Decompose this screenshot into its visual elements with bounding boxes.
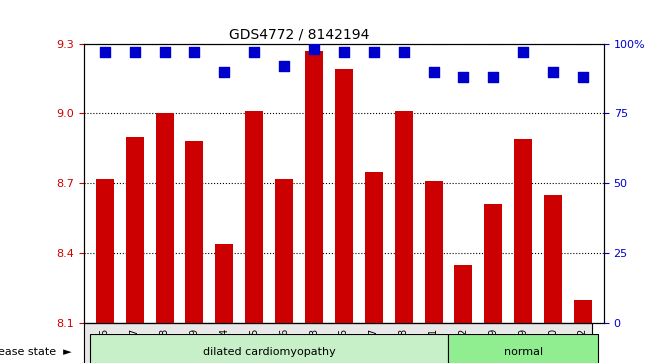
Text: disease state  ►: disease state ► bbox=[0, 347, 72, 357]
Text: GDS4772 / 8142194: GDS4772 / 8142194 bbox=[229, 27, 370, 41]
Bar bbox=[305, 50, 323, 323]
Bar bbox=[514, 139, 532, 323]
Bar bbox=[454, 265, 472, 323]
Bar bbox=[215, 244, 234, 323]
Point bbox=[219, 69, 229, 74]
Point bbox=[488, 74, 499, 80]
FancyBboxPatch shape bbox=[90, 334, 448, 363]
Bar bbox=[125, 137, 144, 323]
Bar bbox=[425, 181, 442, 323]
Point bbox=[339, 49, 350, 55]
Point bbox=[99, 49, 110, 55]
Point bbox=[368, 49, 379, 55]
Point bbox=[518, 49, 529, 55]
Point bbox=[578, 74, 588, 80]
Point bbox=[159, 49, 170, 55]
Bar bbox=[96, 179, 114, 323]
Bar bbox=[484, 204, 503, 323]
Bar bbox=[275, 179, 293, 323]
Bar bbox=[84, 323, 592, 363]
Point bbox=[458, 74, 469, 80]
Text: normal: normal bbox=[504, 347, 543, 357]
Bar bbox=[84, 323, 592, 363]
Bar bbox=[365, 172, 382, 323]
Point bbox=[428, 69, 439, 74]
Bar bbox=[574, 300, 592, 323]
Bar bbox=[335, 69, 353, 323]
Text: dilated cardiomyopathy: dilated cardiomyopathy bbox=[203, 347, 336, 357]
Point bbox=[399, 49, 409, 55]
Point bbox=[309, 46, 319, 52]
Point bbox=[249, 49, 260, 55]
Point bbox=[548, 69, 558, 74]
Bar bbox=[544, 195, 562, 323]
FancyBboxPatch shape bbox=[448, 334, 598, 363]
Point bbox=[278, 63, 289, 69]
Bar bbox=[395, 111, 413, 323]
Point bbox=[189, 49, 200, 55]
Point bbox=[130, 49, 140, 55]
Bar bbox=[246, 111, 263, 323]
Bar bbox=[156, 114, 174, 323]
Bar bbox=[185, 142, 203, 323]
